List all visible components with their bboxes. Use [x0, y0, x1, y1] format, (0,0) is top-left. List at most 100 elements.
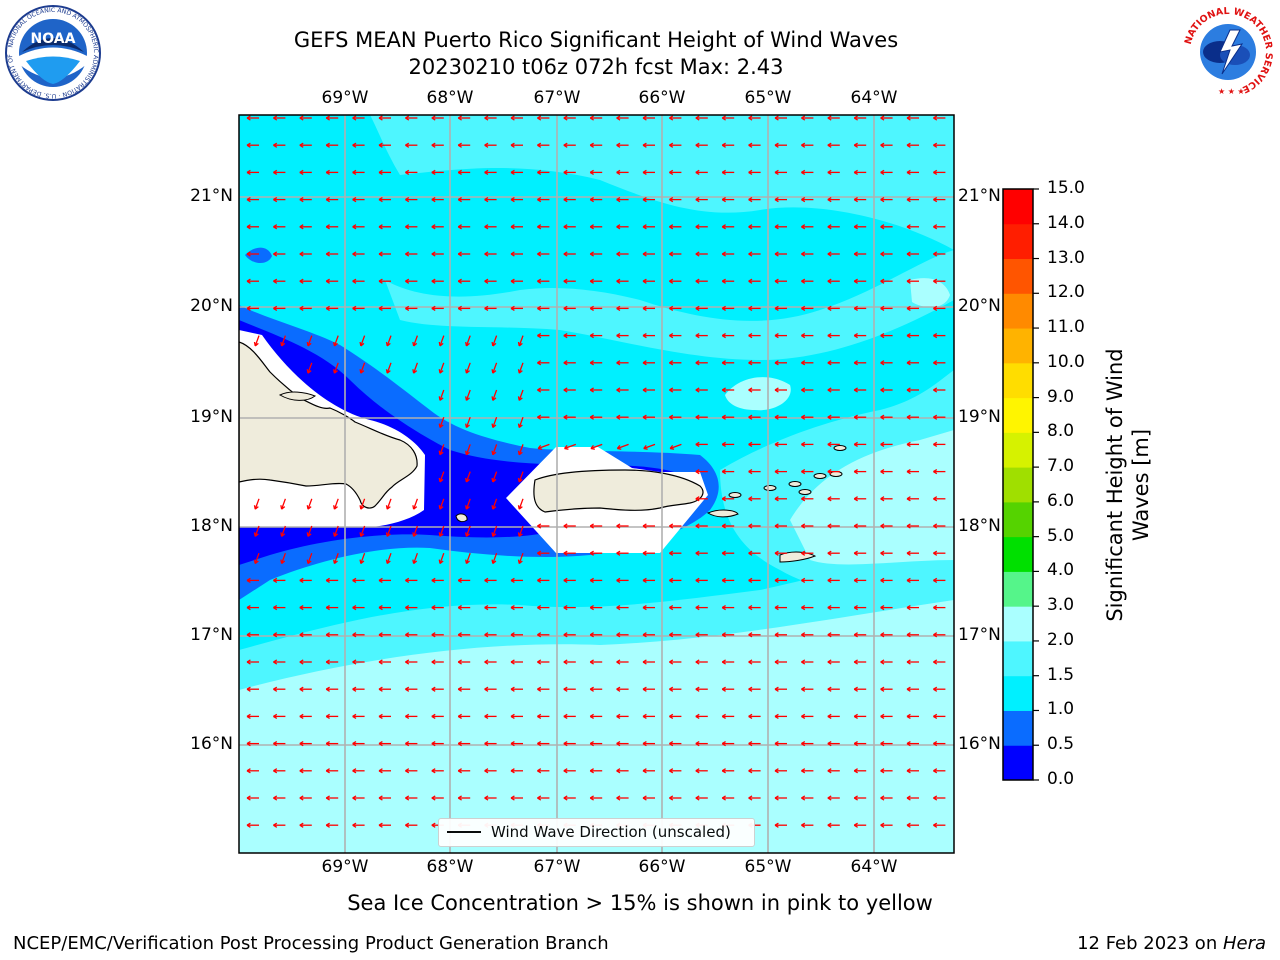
- wave-direction-arrow: [669, 443, 682, 450]
- wave-direction-arrowhead: [457, 251, 462, 257]
- wave-direction-arrowhead: [748, 169, 753, 176]
- wave-direction-arrowhead: [774, 278, 779, 284]
- colorbar-tick-label: 11.0: [1047, 317, 1085, 338]
- wave-direction-arrowhead: [299, 740, 304, 747]
- wave-direction-arrowhead: [721, 387, 726, 393]
- wave-direction-arrowhead: [933, 496, 938, 502]
- wave-direction-arrowhead: [273, 740, 278, 747]
- wave-direction-arrow: [537, 443, 550, 450]
- wave-direction-arrowhead: [431, 822, 436, 828]
- colorbar-segment: [1003, 397, 1033, 433]
- wave-direction-arrowhead: [695, 332, 700, 339]
- wave-direction-arrowhead: [827, 686, 832, 692]
- wave-direction-arrowhead: [484, 577, 489, 584]
- wave-direction-arrow: [439, 471, 445, 483]
- wave-direction-arrowhead: [880, 414, 885, 420]
- wave-direction-arrowhead: [827, 604, 832, 611]
- wave-direction-arrowhead: [457, 713, 462, 720]
- wave-direction-arrowhead: [642, 686, 647, 692]
- wave-direction-arrowhead: [906, 659, 911, 665]
- wave-direction-arrowhead: [563, 224, 568, 230]
- wave-direction-arrowhead: [933, 142, 938, 148]
- lon-label-bottom: 64°W: [850, 857, 898, 877]
- wave-direction-arrow: [492, 471, 498, 483]
- colorbar-tick-label: 1.0: [1047, 699, 1075, 720]
- wave-direction-arrowhead: [325, 822, 330, 828]
- wave-direction-arrowhead: [517, 369, 523, 374]
- land-islet: [728, 492, 742, 498]
- wave-direction-arrowhead: [563, 251, 568, 257]
- wave-direction-arrowhead: [616, 115, 621, 121]
- wave-direction-arrowhead: [642, 577, 647, 584]
- wave-direction-arrowhead: [510, 768, 515, 774]
- wave-direction-arrowhead: [517, 423, 523, 429]
- wave-direction-arrow: [439, 335, 445, 347]
- lon-label-top: 64°W: [850, 88, 898, 108]
- wave-direction-arrowhead: [405, 795, 410, 801]
- wave-direction-arrowhead: [906, 332, 911, 339]
- wave-direction-arrowhead: [774, 523, 779, 529]
- wave-direction-arrowhead: [378, 278, 383, 284]
- wave-direction-arrowhead: [438, 477, 444, 483]
- wave-direction-arrowhead: [721, 360, 726, 366]
- wave-direction-arrow: [439, 416, 445, 428]
- ocean-region-east-light: [790, 430, 954, 565]
- lat-label-left: 19°N: [190, 407, 233, 427]
- wave-direction-arrowhead: [280, 559, 286, 565]
- wave-direction-arrowhead: [438, 423, 444, 429]
- wave-direction-arrowhead: [853, 659, 858, 665]
- wave-direction-arrowhead: [695, 196, 700, 203]
- wave-direction-arrowhead: [669, 332, 674, 339]
- wave-direction-arrowhead: [853, 224, 858, 230]
- wave-direction-arrow: [254, 525, 260, 537]
- colorbar-frame: [1002, 188, 1034, 781]
- wave-direction-arrowhead: [563, 142, 568, 148]
- wave-direction-arrowhead: [774, 550, 779, 556]
- wave-direction-arrowhead: [748, 142, 753, 148]
- wave-direction-arrowhead: [465, 477, 470, 483]
- wave-direction-arrowhead: [669, 550, 674, 556]
- wave-direction-arrowhead: [306, 532, 312, 537]
- wave-direction-arrowhead: [827, 523, 832, 529]
- wave-direction-arrowhead: [491, 423, 497, 429]
- wave-direction-arrow: [492, 335, 498, 347]
- wave-direction-arrowhead: [721, 196, 726, 203]
- wave-direction-arrowhead: [457, 305, 462, 312]
- wave-direction-arrowhead: [246, 795, 251, 801]
- wave-direction-arrowhead: [510, 305, 515, 312]
- colorbar-segment: [1003, 501, 1033, 538]
- wave-direction-arrowhead: [827, 822, 832, 828]
- wave-direction-arrowhead: [933, 632, 938, 638]
- wave-direction-arrowhead: [537, 577, 542, 584]
- wave-direction-arrow: [617, 443, 629, 450]
- wave-direction-arrowhead: [774, 387, 779, 393]
- wave-direction-arrowhead: [537, 387, 542, 393]
- colorbar-tick-label: 13.0: [1047, 247, 1085, 268]
- wave-direction-arrowhead: [589, 196, 594, 203]
- wave-direction-arrowhead: [669, 768, 674, 774]
- wave-direction-arrowhead: [431, 115, 436, 121]
- wave-direction-arrowhead: [405, 740, 410, 747]
- wave-direction-arrowhead: [880, 740, 885, 747]
- wave-direction-arrowhead: [642, 632, 647, 638]
- wave-direction-arrowhead: [491, 450, 497, 456]
- wave-direction-arrowhead: [933, 224, 938, 230]
- wave-direction-arrowhead: [669, 523, 674, 529]
- wave-direction-arrowhead: [589, 115, 594, 121]
- colorbar-segment: [1003, 328, 1033, 364]
- wave-direction-arrowhead: [378, 142, 383, 148]
- wave-direction-arrowhead: [405, 278, 410, 284]
- wave-direction-arrowhead: [359, 369, 365, 374]
- wave-direction-arrowhead: [827, 414, 832, 420]
- wave-direction-arrowhead: [827, 496, 832, 502]
- wave-direction-arrowhead: [801, 169, 806, 176]
- wave-direction-arrowhead: [378, 768, 383, 774]
- wave-direction-arrowhead: [457, 604, 462, 611]
- lat-label-left: 16°N: [190, 734, 233, 754]
- wave-direction-arrow: [518, 444, 524, 455]
- wave-direction-arrowhead: [801, 142, 806, 148]
- wave-direction-arrowhead: [906, 523, 911, 529]
- wave-direction-arrowhead: [880, 686, 885, 692]
- wave-direction-arrowhead: [359, 341, 365, 347]
- wave-direction-arrowhead: [299, 686, 304, 692]
